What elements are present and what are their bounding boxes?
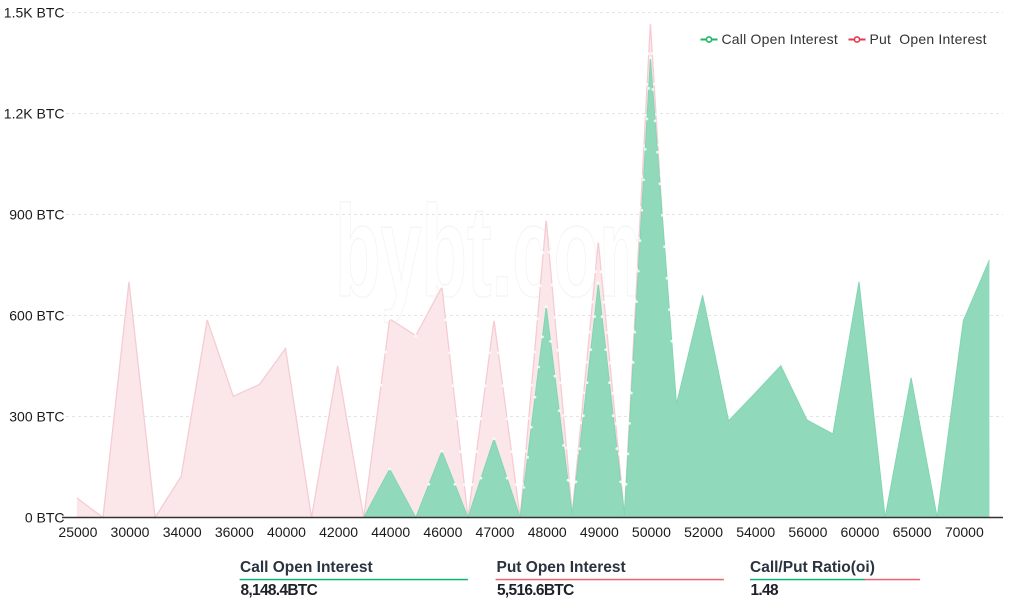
svg-text:46000: 46000 — [423, 524, 462, 540]
svg-text:52000: 52000 — [684, 524, 723, 540]
svg-text:bybt.com: bybt.com — [335, 178, 665, 324]
svg-text:1.5K BTC: 1.5K BTC — [4, 5, 65, 21]
svg-text:30000: 30000 — [111, 524, 150, 540]
svg-text:1.2K BTC: 1.2K BTC — [4, 106, 65, 122]
svg-text:Put Open Interest: Put Open Interest — [870, 31, 987, 47]
svg-text:300 BTC: 300 BTC — [9, 409, 64, 425]
svg-text:0 BTC: 0 BTC — [25, 510, 65, 526]
svg-text:40000: 40000 — [267, 524, 306, 540]
svg-text:49000: 49000 — [580, 524, 619, 540]
svg-text:70000: 70000 — [945, 524, 984, 540]
svg-text:54000: 54000 — [736, 524, 775, 540]
svg-text:8,148.4BTC: 8,148.4BTC — [241, 582, 318, 599]
svg-text:5,516.6BTC: 5,516.6BTC — [497, 582, 574, 599]
svg-text:600 BTC: 600 BTC — [9, 308, 64, 324]
svg-text:36000: 36000 — [215, 524, 254, 540]
svg-text:Call/Put Ratio(oi): Call/Put Ratio(oi) — [750, 559, 875, 576]
svg-text:42000: 42000 — [319, 524, 358, 540]
svg-text:60000: 60000 — [841, 524, 880, 540]
svg-text:44000: 44000 — [371, 524, 410, 540]
svg-text:65000: 65000 — [893, 524, 932, 540]
svg-text:Put Open Interest: Put Open Interest — [497, 559, 626, 576]
svg-text:56000: 56000 — [788, 524, 827, 540]
svg-text:48000: 48000 — [528, 524, 567, 540]
svg-text:Call Open Interest: Call Open Interest — [240, 559, 373, 576]
svg-text:34000: 34000 — [163, 524, 202, 540]
svg-text:900 BTC: 900 BTC — [9, 207, 64, 223]
svg-text:47000: 47000 — [476, 524, 515, 540]
svg-text:25000: 25000 — [58, 524, 97, 540]
svg-text:50000: 50000 — [632, 524, 671, 540]
svg-text:1.48: 1.48 — [751, 582, 779, 599]
svg-text:Call Open Interest: Call Open Interest — [722, 31, 838, 47]
